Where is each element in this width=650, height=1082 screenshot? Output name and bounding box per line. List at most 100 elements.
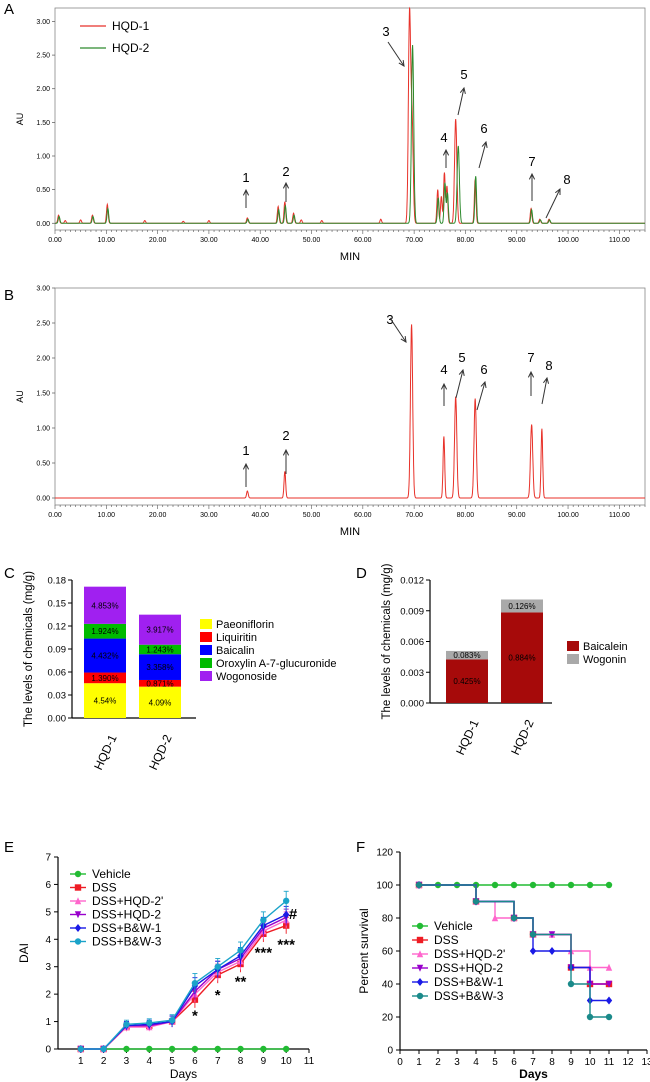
chart-b-ytick-label: 3.00 — [36, 286, 50, 293]
chart-b-peak-label: 3 — [386, 312, 393, 327]
chart-a-xtick-label: 50.00 — [303, 237, 321, 244]
chart-f-ytick-label: 120 — [376, 848, 393, 859]
chart-f-series-dss-b-w-3-point — [510, 914, 518, 922]
chart-c-ytick-label: 0.18 — [48, 576, 67, 587]
chart-c-bar-oroxylin-a-7-glucuronide — [139, 644, 181, 655]
chart-c-bar-liquiritin — [84, 672, 126, 684]
chart-a-peak-arrowhead — [554, 187, 561, 196]
chart-b-peak-arrowhead — [480, 380, 487, 388]
chart-b-peak-arrowhead — [242, 462, 250, 470]
chart-e-significance: *** — [277, 936, 295, 953]
chart-a-peak-label: 1 — [242, 170, 249, 185]
chart-a-ytick-label: 3.00 — [36, 19, 50, 26]
chart-b-xtick-label: 0.00 — [48, 512, 62, 519]
chart-a-frame — [54, 7, 646, 231]
chart-c-bar-paeoniflorin — [84, 683, 126, 718]
chart-e-significance: * — [215, 987, 221, 1004]
chart-f-xtick-label: 7 — [530, 1057, 536, 1068]
legend-c-label: Baicalin — [216, 645, 255, 657]
chart-a-xtick-label: 90.00 — [508, 237, 526, 244]
chart-b-peak-arrowhead — [400, 335, 407, 343]
panel-letter-b: B — [4, 287, 14, 304]
chart-f-series-dss-hqd-2--point — [605, 963, 613, 971]
chart-f-series-dss-b-w-1-point — [529, 947, 537, 955]
chart-d-ytick-label: 0.006 — [400, 637, 424, 648]
chart-e-significance: * — [192, 1008, 198, 1025]
chart-d-bar-label: 0.083% — [453, 651, 480, 660]
legend-f-swatch-marker — [416, 978, 424, 986]
chart-b-peak-arrow — [476, 381, 486, 411]
panel-letter-e: E — [4, 839, 14, 856]
chart-c-ytick-label: 0.03 — [48, 691, 67, 702]
chart-c-bar-label: 3.917% — [146, 626, 173, 635]
chart-e-ytick-label: 3 — [45, 962, 51, 973]
chart-c-category-label: HQD-1 — [91, 732, 120, 772]
chart-b-peak-label: 1 — [242, 443, 249, 458]
chart-c-bar-baicalin — [84, 638, 126, 673]
chart-c-ytick-label: 0.15 — [48, 599, 67, 610]
chart-a-xtick-label: 30.00 — [200, 237, 218, 244]
chart-a-xtick-label: 110.00 — [609, 237, 630, 244]
chart-e-ytick-label: 4 — [45, 935, 51, 946]
chart-a-peak-label: 6 — [480, 121, 487, 136]
chart-a-peak-label: 8 — [563, 172, 570, 187]
legend-c-swatch — [200, 619, 212, 629]
chart-a-ytick-label: 0.00 — [36, 221, 50, 228]
chart-e-ytick-label: 6 — [45, 880, 51, 891]
chart-c-bar-label: 1.243% — [146, 645, 173, 654]
chart-f-xtick-label: 8 — [549, 1057, 555, 1068]
chart-f-series-dss-b-w-3-point — [529, 931, 537, 938]
chart-b-peak-label: 6 — [480, 362, 487, 377]
chart-e-series-dss-b-w-3-point — [191, 979, 199, 987]
chart-a-ytick-label: 2.00 — [36, 86, 50, 93]
chart-a-peak-arrowhead — [242, 188, 250, 196]
chart-d-bar-label: 0.884% — [508, 654, 535, 663]
chart-a-series-hqd-2 — [55, 44, 645, 224]
chart-a-xtick-label: 100.00 — [557, 237, 579, 244]
chart-c-bar-wogonoside — [84, 586, 126, 624]
chart-a-xtick-label: 60.00 — [354, 237, 372, 244]
legend-d-swatch — [567, 654, 579, 664]
chart-f-xlabel: Days — [519, 1067, 548, 1081]
chart-a-peak-arrow — [478, 141, 487, 169]
chart-e-series-vehicle-point — [123, 1045, 130, 1053]
chart-e-series-dss-b-w-3-point — [146, 1019, 153, 1027]
chart-c-bar-oroxylin-a-7-glucuronide — [84, 623, 126, 639]
chart-d-bar-baicalein — [446, 659, 488, 703]
chart-b-series-standards — [55, 324, 645, 499]
legend-c-label: Paeoniflorin — [216, 619, 274, 631]
chart-a-peak-arrowhead — [481, 140, 488, 148]
chart-a-peak-arrowhead — [528, 172, 536, 180]
chart-b-peak-arrowhead — [527, 370, 535, 378]
chart-e-series-dss-b-w-3-point — [123, 1021, 130, 1028]
legend-c-swatch — [200, 671, 212, 681]
chart-f-xtick-label: 13 — [641, 1057, 650, 1068]
chart-d-category-label: HQD-1 — [453, 717, 482, 757]
chart-f-xtick-label: 1 — [416, 1057, 422, 1068]
chart-a-peak-arrowhead — [442, 148, 450, 156]
chart-e-ylabel: DAI — [17, 943, 31, 963]
legend-f-label: DSS+B&W-3 — [434, 989, 504, 1003]
legend-f-swatch-marker — [416, 922, 424, 930]
legend-e-label: DSS+B&W-1 — [92, 921, 162, 935]
chart-e-xtick-label: 3 — [124, 1056, 130, 1067]
chart-f-xtick-label: 3 — [454, 1057, 460, 1068]
chart-e-ytick-label: 1 — [45, 1017, 51, 1028]
panel-letter-c: C — [4, 565, 15, 582]
chart-e-ytick-label: 7 — [45, 853, 51, 864]
chart-e-xtick-label: 2 — [101, 1056, 107, 1067]
chart-c-bar-label: 0.871% — [146, 679, 173, 688]
chart-e-significance: ** — [235, 973, 247, 990]
chart-f-xtick-label: 10 — [584, 1057, 596, 1068]
legend-a-label: HQD-1 — [112, 19, 150, 33]
chart-e-series-vehicle-point — [191, 1045, 199, 1053]
chart-e-xtick-label: 9 — [261, 1056, 267, 1067]
chart-f-series-vehicle-point — [510, 881, 518, 889]
legend-e-swatch-marker — [74, 924, 82, 932]
chart-a-peak-arrowhead — [398, 59, 405, 67]
legend-e-label: DSS — [92, 881, 117, 895]
chart-b-peak-arrow — [541, 377, 548, 405]
chart-b-xtick-label: 100.00 — [557, 512, 579, 519]
chart-b-xtick-label: 90.00 — [508, 512, 526, 519]
